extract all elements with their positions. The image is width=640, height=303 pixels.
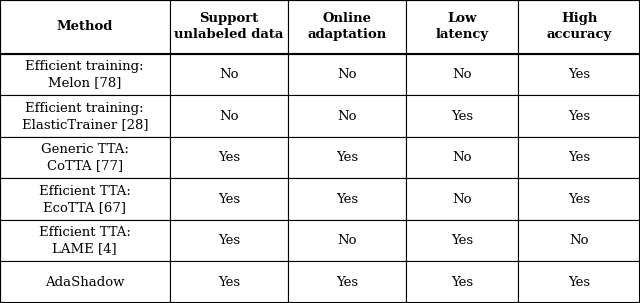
Text: Yes: Yes: [336, 151, 358, 164]
Bar: [0, 137, 170, 178]
Bar: [288, 95, 406, 137]
Bar: [0, 220, 170, 261]
Bar: [518, 261, 640, 303]
Bar: [170, 54, 288, 95]
Bar: [0, 54, 170, 95]
Text: Online
adaptation: Online adaptation: [308, 12, 387, 42]
Bar: [288, 54, 406, 95]
Bar: [406, 137, 518, 178]
Text: Efficient TTA:
LAME [4]: Efficient TTA: LAME [4]: [39, 226, 131, 255]
Bar: [170, 0, 288, 54]
Bar: [518, 54, 640, 95]
Text: No: No: [219, 110, 239, 123]
Text: Method: Method: [56, 21, 113, 33]
Text: No: No: [337, 234, 357, 247]
Bar: [518, 0, 640, 54]
Text: No: No: [219, 68, 239, 81]
Text: Yes: Yes: [336, 193, 358, 206]
Text: Efficient TTA:
EcoTTA [67]: Efficient TTA: EcoTTA [67]: [39, 185, 131, 214]
Text: Yes: Yes: [336, 276, 358, 289]
Bar: [518, 220, 640, 261]
Bar: [288, 220, 406, 261]
Text: Yes: Yes: [218, 234, 240, 247]
Text: Yes: Yes: [568, 110, 590, 123]
Text: Yes: Yes: [451, 234, 474, 247]
Text: No: No: [452, 193, 472, 206]
Text: Yes: Yes: [568, 276, 590, 289]
Text: Yes: Yes: [568, 68, 590, 81]
Text: Yes: Yes: [568, 151, 590, 164]
Bar: [170, 178, 288, 220]
Text: Low
latency: Low latency: [436, 12, 489, 42]
Text: No: No: [570, 234, 589, 247]
Bar: [406, 0, 518, 54]
Text: Generic TTA:
CoTTA [77]: Generic TTA: CoTTA [77]: [41, 143, 129, 172]
Text: Yes: Yes: [218, 151, 240, 164]
Bar: [518, 95, 640, 137]
Text: Yes: Yes: [218, 193, 240, 206]
Text: Support
unlabeled data: Support unlabeled data: [174, 12, 284, 42]
Text: AdaShadow: AdaShadow: [45, 276, 125, 289]
Bar: [288, 0, 406, 54]
Text: No: No: [337, 68, 357, 81]
Text: Efficient training:
ElasticTrainer [28]: Efficient training: ElasticTrainer [28]: [22, 102, 148, 131]
Bar: [288, 137, 406, 178]
Bar: [0, 178, 170, 220]
Bar: [406, 178, 518, 220]
Text: No: No: [452, 151, 472, 164]
Text: Efficient training:
Melon [78]: Efficient training: Melon [78]: [26, 60, 144, 89]
Bar: [0, 0, 170, 54]
Text: No: No: [452, 68, 472, 81]
Text: Yes: Yes: [568, 193, 590, 206]
Bar: [288, 261, 406, 303]
Bar: [0, 261, 170, 303]
Bar: [518, 178, 640, 220]
Bar: [518, 137, 640, 178]
Bar: [170, 220, 288, 261]
Bar: [406, 261, 518, 303]
Bar: [406, 54, 518, 95]
Text: Yes: Yes: [451, 110, 474, 123]
Bar: [288, 178, 406, 220]
Bar: [170, 137, 288, 178]
Text: No: No: [337, 110, 357, 123]
Bar: [406, 220, 518, 261]
Text: Yes: Yes: [451, 276, 474, 289]
Bar: [170, 95, 288, 137]
Text: High
accuracy: High accuracy: [547, 12, 612, 42]
Text: Yes: Yes: [218, 276, 240, 289]
Bar: [406, 95, 518, 137]
Bar: [0, 95, 170, 137]
Bar: [170, 261, 288, 303]
